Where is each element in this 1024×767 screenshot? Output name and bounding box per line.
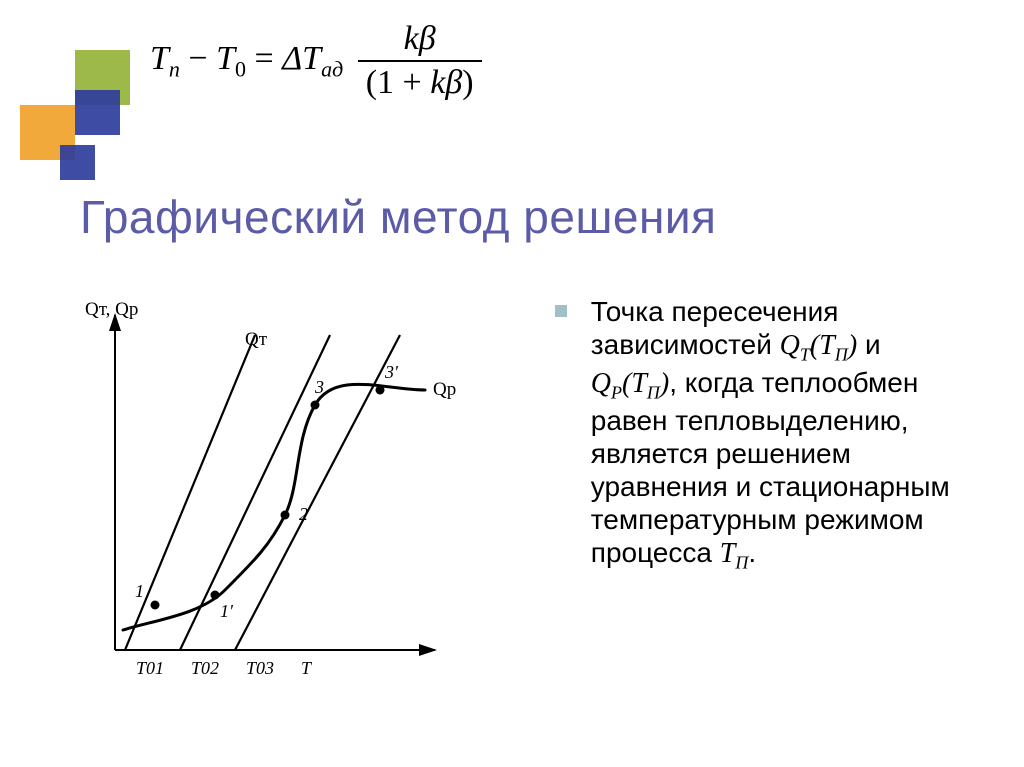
svg-text:1': 1' xyxy=(220,601,234,621)
svg-text:3': 3' xyxy=(384,362,399,382)
svg-text:T01: T01 xyxy=(136,658,164,678)
svg-text:2: 2 xyxy=(299,504,308,524)
slide-title: Графический метод решения xyxy=(80,190,716,244)
equation: Tn − T0 = ΔTад kβ (1 + kβ) xyxy=(150,20,482,102)
chart: Qт, Qр Qт Qр 1 1' 2 3 3' T01 T02 T03 T xyxy=(55,290,475,710)
svg-text:Qр: Qр xyxy=(433,379,456,400)
svg-text:Qт: Qт xyxy=(245,329,268,350)
svg-text:1: 1 xyxy=(135,581,144,601)
svg-text:T03: T03 xyxy=(246,658,274,678)
svg-text:3: 3 xyxy=(314,377,324,397)
slide-logo xyxy=(20,50,130,180)
svg-text:T02: T02 xyxy=(191,658,219,678)
svg-text:T: T xyxy=(301,658,313,678)
svg-text:Qт, Qр: Qт, Qр xyxy=(85,299,138,320)
body-paragraph: Точка пересечения зависимостей QТ(TП) и … xyxy=(555,295,975,574)
eq-T: T xyxy=(150,40,169,77)
bullet-icon xyxy=(555,305,567,317)
